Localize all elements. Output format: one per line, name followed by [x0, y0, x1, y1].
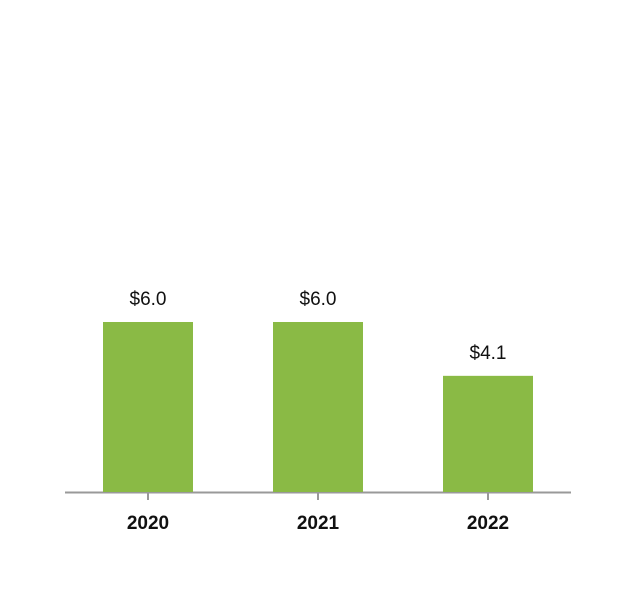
value-label: $4.1 [470, 343, 507, 364]
value-label: $6.0 [130, 289, 167, 310]
value-label: $6.0 [300, 289, 337, 310]
bar [273, 322, 363, 492]
bar [443, 375, 533, 492]
x-tick-label: 2022 [467, 513, 509, 534]
x-tick-label: 2020 [127, 513, 169, 534]
bar [103, 322, 193, 492]
x-tick-label: 2021 [297, 513, 340, 534]
